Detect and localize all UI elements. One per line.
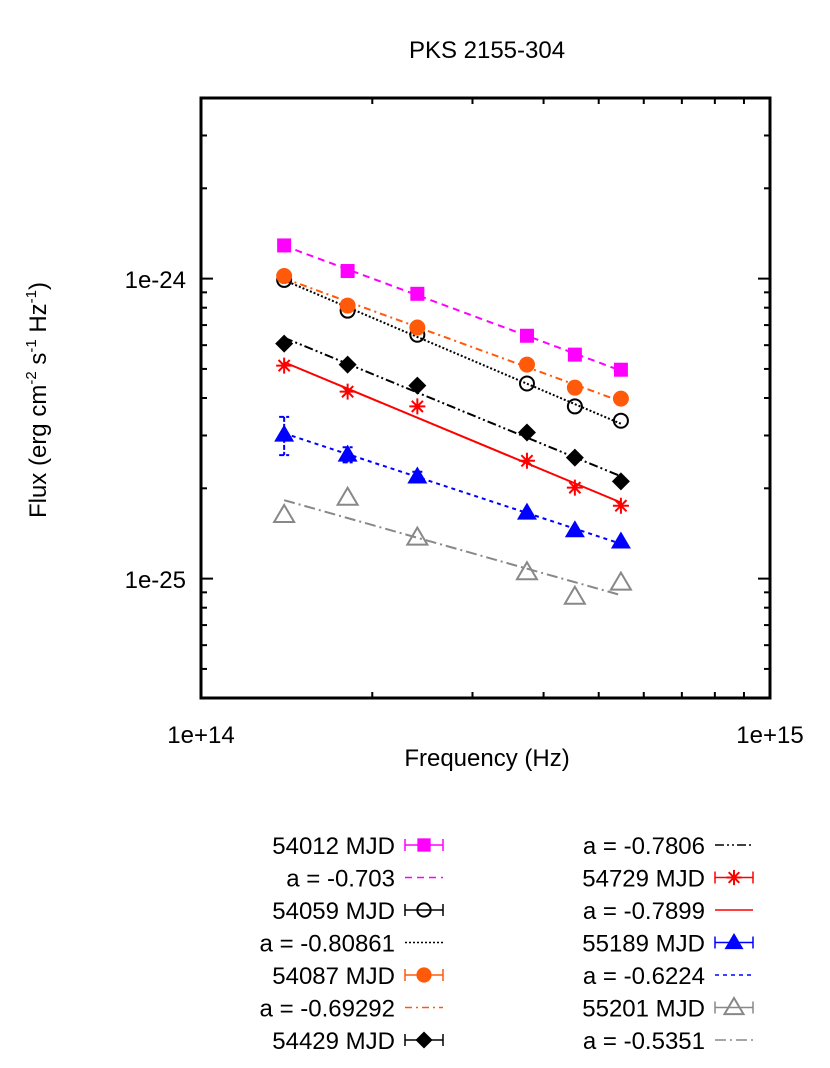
data-points — [272, 238, 633, 605]
legend-label: 55189 MJD — [582, 931, 705, 958]
legend-label: 54729 MJD — [582, 866, 705, 893]
legend-label: a = -0.703 — [286, 866, 395, 893]
data-point — [611, 472, 630, 491]
fit-line — [283, 499, 622, 597]
data-point — [277, 238, 292, 253]
data-point — [409, 398, 426, 415]
data-point — [407, 466, 428, 484]
data-point — [518, 375, 535, 392]
legend-marker — [415, 1031, 433, 1049]
data-point — [566, 379, 583, 396]
data-point — [518, 356, 535, 373]
data-point — [340, 264, 355, 279]
legend-label: 55201 MJD — [582, 996, 705, 1023]
data-point — [613, 362, 628, 377]
legend-label: a = -0.80861 — [260, 931, 395, 958]
legend-label: a = -0.6224 — [583, 963, 705, 990]
data-point — [515, 560, 539, 581]
legend-label: a = -0.7806 — [583, 833, 705, 860]
data-point — [518, 452, 535, 469]
legend-label: 54087 MJD — [272, 963, 395, 990]
legend-marker — [722, 996, 746, 1016]
legend-marker — [724, 933, 744, 950]
data-point — [566, 479, 583, 496]
x-tick-label: 1e+14 — [167, 722, 234, 749]
data-point — [612, 412, 629, 429]
legend-label: 54012 MJD — [272, 833, 395, 860]
data-point — [609, 570, 633, 591]
data-point — [337, 444, 358, 462]
fit-line — [283, 361, 622, 504]
chart-title: PKS 2155-304 — [409, 37, 565, 64]
legend-label: 54059 MJD — [272, 898, 395, 925]
data-point — [612, 390, 629, 407]
data-point — [410, 286, 425, 301]
y-tick-label: 1e-24 — [125, 267, 186, 294]
data-point — [335, 485, 360, 506]
legend-label: 54429 MJD — [272, 1028, 395, 1055]
x-axis-label: Frequency (Hz) — [404, 745, 569, 772]
data-point — [272, 502, 296, 523]
data-point — [567, 347, 582, 362]
data-point — [275, 334, 294, 353]
data-point — [610, 531, 631, 549]
y-axis-label: Flux (erg cm-2 s-1 Hz-1) — [23, 282, 52, 518]
y-tick-label: 1e-25 — [125, 567, 186, 594]
legend-marker — [416, 902, 432, 918]
data-point — [566, 398, 583, 415]
data-point — [565, 448, 584, 467]
legend-label: a = -0.7899 — [583, 898, 705, 925]
data-point — [339, 383, 356, 400]
data-point — [339, 297, 356, 314]
legend: 54012 MJD a = -0.703 54059 MJD a = -0.80861… — [260, 833, 754, 1055]
data-point — [564, 520, 585, 538]
data-point — [276, 357, 293, 374]
legend-marker — [417, 838, 431, 852]
legend-errorbar — [714, 1001, 754, 1014]
data-point — [274, 424, 295, 442]
data-point — [563, 584, 587, 605]
data-point — [516, 502, 537, 520]
error-bar — [279, 415, 290, 457]
legend-label: a = -0.69292 — [260, 996, 395, 1023]
fit-lines — [283, 244, 622, 597]
axis-ticks — [200, 97, 771, 699]
data-point — [338, 355, 357, 374]
data-point — [276, 268, 293, 285]
data-point — [612, 497, 629, 514]
legend-marker — [416, 967, 432, 983]
x-tick-label: 1e+15 — [736, 722, 803, 749]
plot-frame — [199, 96, 772, 700]
legend-label: a = -0.5351 — [583, 1028, 705, 1055]
data-point — [409, 319, 426, 336]
data-point — [405, 525, 430, 546]
data-point — [519, 328, 534, 343]
legend-errorbar — [404, 904, 444, 916]
fit-line — [283, 432, 622, 545]
data-point — [517, 423, 536, 442]
legend-marker — [726, 869, 742, 886]
data-point — [408, 376, 427, 395]
fit-line — [283, 336, 622, 478]
